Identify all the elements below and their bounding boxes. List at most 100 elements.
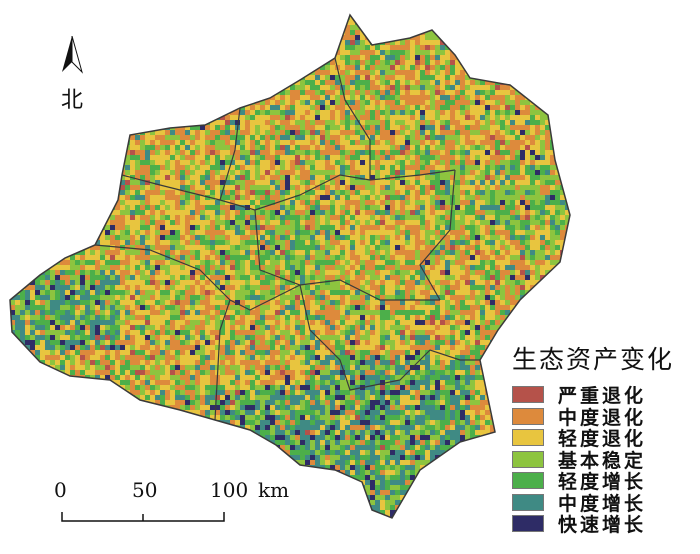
raster-cell <box>400 195 405 200</box>
raster-cell <box>30 220 35 225</box>
raster-cell <box>245 130 250 135</box>
raster-cell <box>85 30 90 35</box>
raster-cell <box>290 10 295 15</box>
raster-cell <box>225 145 230 150</box>
raster-cell <box>515 40 520 45</box>
raster-cell <box>535 90 540 95</box>
raster-cell <box>480 205 485 210</box>
raster-cell <box>100 75 105 80</box>
raster-cell <box>525 70 530 75</box>
raster-cell <box>260 10 265 15</box>
raster-cell <box>200 35 205 40</box>
raster-cell <box>520 25 525 30</box>
raster-cell <box>135 75 140 80</box>
raster-cell <box>190 125 195 130</box>
raster-cell <box>285 55 290 60</box>
raster-cell <box>405 70 410 75</box>
raster-cell <box>480 220 485 225</box>
raster-cell <box>345 145 350 150</box>
raster-cell <box>85 165 90 170</box>
raster-cell <box>485 20 490 25</box>
raster-cell <box>370 10 375 15</box>
raster-cell <box>450 180 455 185</box>
raster-cell <box>415 120 420 125</box>
raster-cell <box>365 50 370 55</box>
raster-cell <box>555 25 560 30</box>
raster-cell <box>475 115 480 120</box>
raster-cell <box>225 45 230 50</box>
raster-cell <box>380 25 385 30</box>
raster-cell <box>240 25 245 30</box>
raster-cell <box>340 105 345 110</box>
raster-cell <box>15 145 20 150</box>
raster-cell <box>105 40 110 45</box>
raster-cell <box>260 115 265 120</box>
raster-cell <box>490 140 495 145</box>
raster-cell <box>5 100 10 105</box>
raster-cell <box>345 160 350 165</box>
raster-cell <box>370 165 375 170</box>
raster-cell <box>270 155 275 160</box>
raster-cell <box>300 155 305 160</box>
raster-cell <box>75 140 80 145</box>
raster-cell <box>200 150 205 155</box>
raster-cell <box>485 185 490 190</box>
raster-cell <box>400 45 405 50</box>
raster-cell <box>160 210 165 215</box>
raster-cell <box>145 125 150 130</box>
raster-cell <box>35 120 40 125</box>
raster-cell <box>145 80 150 85</box>
raster-cell <box>410 90 415 95</box>
raster-cell <box>40 200 45 205</box>
raster-cell <box>485 145 490 150</box>
raster-cell <box>420 105 425 110</box>
raster-cell <box>180 50 185 55</box>
raster-cell <box>300 95 305 100</box>
raster-cell <box>95 30 100 35</box>
raster-cell <box>35 95 40 100</box>
raster-cell <box>85 135 90 140</box>
raster-cell <box>340 120 345 125</box>
raster-cell <box>390 135 395 140</box>
raster-cell <box>345 45 350 50</box>
raster-cell <box>280 135 285 140</box>
raster-cell <box>100 25 105 30</box>
raster-cell <box>420 220 425 225</box>
raster-cell <box>480 105 485 110</box>
raster-cell <box>365 120 370 125</box>
raster-cell <box>140 100 145 105</box>
raster-cell <box>410 180 415 185</box>
raster-cell <box>560 220 565 225</box>
raster-cell <box>415 25 420 30</box>
raster-cell <box>345 55 350 60</box>
raster-cell <box>435 85 440 90</box>
raster-cell <box>455 105 460 110</box>
raster-cell <box>375 225 380 230</box>
raster-cell <box>45 195 50 200</box>
raster-cell <box>350 120 355 125</box>
raster-cell <box>35 65 40 70</box>
raster-cell <box>475 55 480 60</box>
raster-cell <box>445 25 450 30</box>
raster-cell <box>205 90 210 95</box>
raster-cell <box>390 10 395 15</box>
raster-cell <box>5 150 10 155</box>
raster-cell <box>550 155 555 160</box>
raster-cell <box>490 65 495 70</box>
raster-cell <box>5 200 10 205</box>
raster-cell <box>250 190 255 195</box>
raster-cell <box>205 105 210 110</box>
raster-cell <box>125 35 130 40</box>
raster-cell <box>430 100 435 105</box>
raster-cell <box>220 135 225 140</box>
raster-cell <box>125 150 130 155</box>
raster-cell <box>85 170 90 175</box>
raster-cell <box>155 155 160 160</box>
raster-cell <box>160 40 165 45</box>
raster-cell <box>400 130 405 135</box>
raster-cell <box>30 15 35 20</box>
raster-cell <box>350 125 355 130</box>
raster-cell <box>495 90 500 95</box>
raster-cell <box>260 15 265 20</box>
raster-cell <box>360 50 365 55</box>
